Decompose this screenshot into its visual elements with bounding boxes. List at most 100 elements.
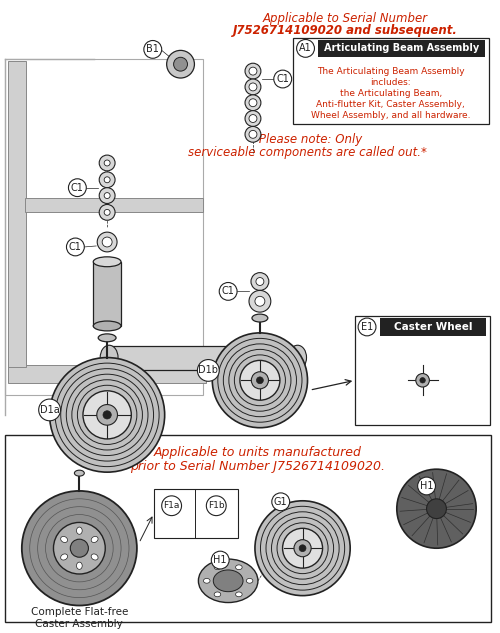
Text: J7526714109020 and subsequent.: J7526714109020 and subsequent. (233, 23, 458, 37)
Circle shape (198, 360, 219, 381)
Circle shape (385, 342, 460, 418)
Circle shape (103, 411, 112, 419)
Text: *Please note: Only: *Please note: Only (253, 134, 362, 146)
Text: B1: B1 (146, 44, 159, 54)
Circle shape (99, 187, 115, 203)
Text: G1: G1 (274, 497, 287, 507)
Circle shape (299, 545, 306, 551)
Ellipse shape (98, 334, 116, 342)
Text: includes:: includes: (370, 78, 411, 87)
Circle shape (102, 237, 112, 247)
Bar (5, 435, 491, 622)
Text: A1: A1 (299, 44, 312, 53)
Circle shape (240, 360, 280, 400)
Circle shape (212, 551, 229, 569)
Circle shape (251, 273, 269, 291)
Ellipse shape (246, 579, 253, 583)
Circle shape (206, 496, 226, 516)
Ellipse shape (74, 470, 85, 476)
Circle shape (249, 291, 271, 312)
Text: the Articulating Beam,: the Articulating Beam, (340, 89, 442, 98)
Ellipse shape (93, 321, 121, 331)
Circle shape (249, 99, 257, 107)
Text: D1a: D1a (40, 405, 60, 415)
Circle shape (245, 63, 261, 79)
Circle shape (420, 378, 426, 383)
Text: Left: Left (207, 525, 226, 536)
Circle shape (416, 373, 430, 387)
Ellipse shape (60, 536, 68, 542)
Circle shape (397, 469, 476, 548)
Text: C1: C1 (69, 242, 82, 252)
Ellipse shape (60, 554, 68, 560)
Text: Right: Right (158, 525, 184, 536)
Circle shape (99, 204, 115, 220)
Circle shape (97, 404, 117, 425)
Ellipse shape (214, 565, 220, 570)
Text: F1b: F1b (208, 501, 224, 510)
Circle shape (249, 67, 257, 75)
Circle shape (219, 282, 237, 300)
Circle shape (296, 39, 314, 58)
Text: serviceable components are called out.*: serviceable components are called out.* (188, 146, 427, 159)
Circle shape (70, 539, 88, 557)
Circle shape (162, 496, 182, 516)
Circle shape (104, 160, 110, 166)
Bar (93, 262, 121, 326)
Ellipse shape (76, 527, 82, 534)
Bar (8, 61, 26, 367)
Text: H1: H1 (420, 481, 434, 491)
Circle shape (68, 179, 86, 197)
Text: Complete Flat-free
Caster Assembly: Complete Flat-free Caster Assembly (30, 608, 128, 629)
Ellipse shape (236, 565, 242, 570)
Circle shape (245, 95, 261, 111)
Circle shape (50, 358, 164, 472)
Bar (25, 197, 204, 212)
Circle shape (282, 529, 323, 568)
Text: D1b: D1b (198, 365, 218, 375)
Text: Articulating Beam Assembly: Articulating Beam Assembly (324, 44, 480, 53)
Ellipse shape (214, 570, 243, 592)
Circle shape (104, 177, 110, 183)
Circle shape (418, 477, 436, 495)
Ellipse shape (76, 562, 82, 569)
Text: Anti-flutter Kit, Caster Assembly,: Anti-flutter Kit, Caster Assembly, (316, 100, 465, 109)
Circle shape (245, 111, 261, 127)
Circle shape (274, 70, 291, 88)
Ellipse shape (288, 345, 306, 370)
Circle shape (407, 365, 438, 396)
Text: C1: C1 (71, 183, 84, 192)
Text: F1a: F1a (164, 501, 180, 510)
Circle shape (245, 79, 261, 95)
Circle shape (22, 491, 137, 606)
Circle shape (249, 83, 257, 91)
Text: Applicable to units manufactured: Applicable to units manufactured (154, 446, 362, 460)
Circle shape (249, 115, 257, 122)
Ellipse shape (252, 314, 268, 322)
Bar (154, 489, 238, 538)
Circle shape (252, 372, 268, 389)
Text: prior to Serial Number J7526714109020.: prior to Serial Number J7526714109020. (130, 460, 386, 473)
Circle shape (97, 232, 117, 252)
Ellipse shape (91, 554, 98, 560)
Circle shape (174, 58, 188, 71)
Circle shape (104, 192, 110, 199)
Circle shape (166, 51, 194, 78)
Circle shape (99, 172, 115, 187)
Circle shape (256, 277, 264, 285)
Text: E1: E1 (361, 322, 373, 332)
Ellipse shape (214, 592, 220, 597)
Text: Caster Wheel: Caster Wheel (394, 322, 472, 332)
Text: C1: C1 (276, 74, 289, 84)
Circle shape (83, 391, 132, 439)
Ellipse shape (204, 579, 210, 583)
Circle shape (426, 499, 446, 518)
Text: C1: C1 (222, 286, 234, 296)
Circle shape (255, 296, 265, 306)
Ellipse shape (236, 592, 242, 597)
Bar (318, 39, 485, 58)
Bar (109, 346, 298, 370)
Ellipse shape (100, 345, 118, 370)
Circle shape (99, 155, 115, 171)
Text: The Articulating Beam Assembly: The Articulating Beam Assembly (317, 67, 464, 76)
